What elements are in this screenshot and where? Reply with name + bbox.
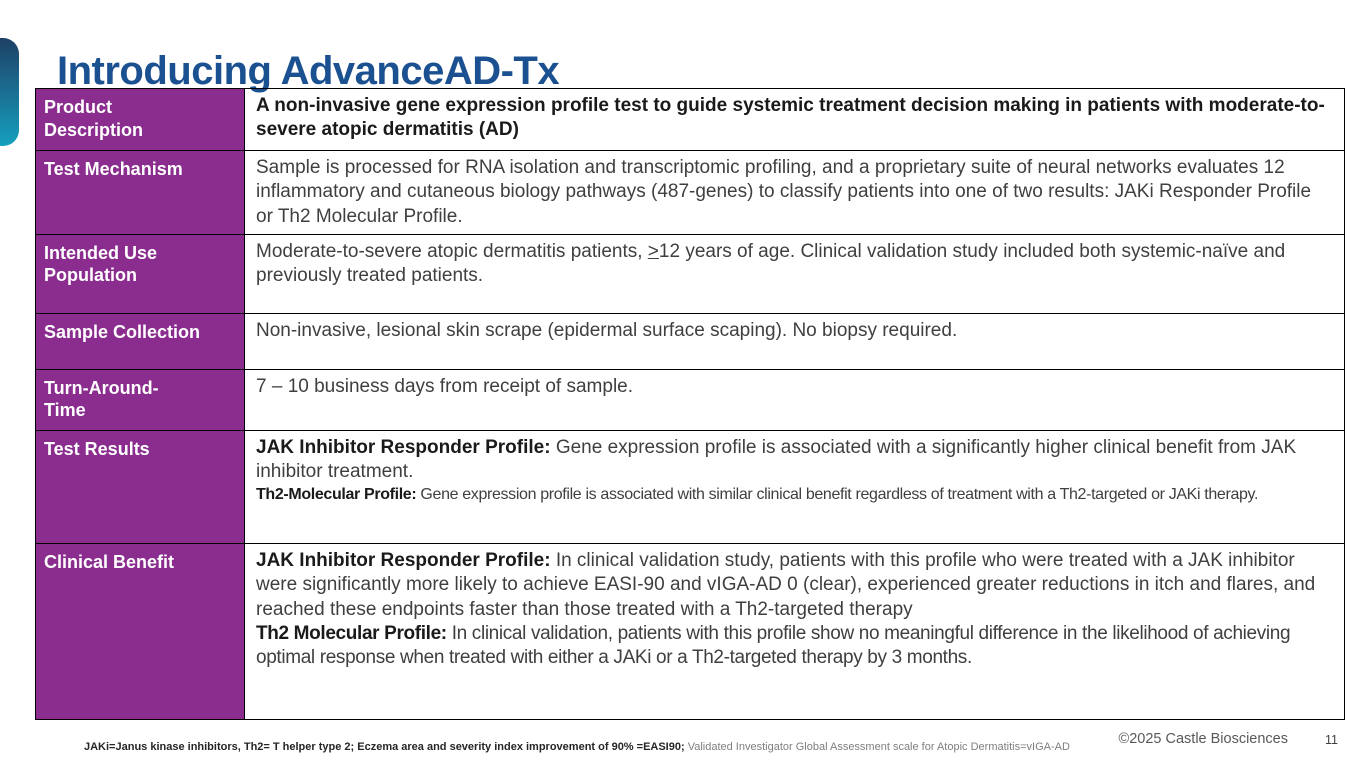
row-content-cell: Non-invasive, lesional skin scrape (epid… (244, 312, 1345, 370)
row-header-cell: Test Mechanism (35, 150, 245, 235)
content-paragraph: Sample is processed for RNA isolation an… (256, 157, 1312, 227)
content-paragraph: 7 – 10 business days from receipt of sam… (256, 375, 634, 397)
row-header-cell: Clinical Benefit (35, 542, 245, 720)
row-header-cell: Product Description (35, 88, 245, 151)
footnote: JAKi=Janus kinase inhibitors, Th2= T hel… (84, 741, 1070, 753)
product-table: Product Description A non-invasive gene … (35, 88, 1345, 720)
footnote-primary: JAKi=Janus kinase inhibitors, Th2= T hel… (84, 741, 688, 753)
row-content-cell: 7 – 10 business days from receipt of sam… (244, 368, 1345, 431)
content-paragraph: Moderate-to-severe atopic dermatitis pat… (256, 240, 1286, 287)
content-paragraph: Th2 Molecular Profile: In clinical valid… (256, 622, 1291, 669)
table-row: Product Description A non-invasive gene … (35, 88, 1345, 151)
row-content-cell: Sample is processed for RNA isolation an… (244, 150, 1345, 235)
slide-accent-bar (0, 38, 19, 146)
footnote-secondary: Validated Investigator Global Assessment… (687, 741, 1070, 753)
content-paragraph: JAK Inhibitor Responder Profile: In clin… (256, 549, 1316, 620)
table-row: Turn-Around- Time 7 – 10 business days f… (35, 368, 1345, 431)
content-paragraph: Non-invasive, lesional skin scrape (epid… (256, 319, 958, 341)
row-content-cell: Moderate-to-severe atopic dermatitis pat… (244, 233, 1345, 314)
table-row: Clinical Benefit JAK Inhibitor Responder… (35, 542, 1345, 720)
table-row: Sample Collection Non-invasive, lesional… (35, 312, 1345, 370)
copyright-text: ©2025 Castle Biosciences (1118, 731, 1288, 747)
page-title: Introducing AdvanceAD-Tx (57, 48, 560, 93)
page-number: 11 (1325, 733, 1338, 747)
row-header-cell: Turn-Around- Time (35, 368, 245, 431)
content-paragraph: JAK Inhibitor Responder Profile: Gene ex… (256, 436, 1297, 483)
row-content-cell: JAK Inhibitor Responder Profile: Gene ex… (244, 429, 1345, 544)
table-row: Test Mechanism Sample is processed for R… (35, 150, 1345, 235)
row-content-cell: JAK Inhibitor Responder Profile: In clin… (244, 542, 1345, 720)
row-header-cell: Sample Collection (35, 312, 245, 370)
row-header-cell: Intended Use Population (35, 233, 245, 314)
content-paragraph: Th2-Molecular Profile: Gene expression p… (256, 485, 1259, 503)
table-row: Test Results JAK Inhibitor Responder Pro… (35, 429, 1345, 544)
product-table-container: Product Description A non-invasive gene … (35, 88, 1345, 720)
content-paragraph: A non-invasive gene expression profile t… (256, 95, 1325, 141)
row-content-cell: A non-invasive gene expression profile t… (244, 88, 1345, 151)
row-header-cell: Test Results (35, 429, 245, 544)
product-table-body: Product Description A non-invasive gene … (35, 88, 1345, 720)
table-row: Intended Use Population Moderate-to-seve… (35, 233, 1345, 314)
